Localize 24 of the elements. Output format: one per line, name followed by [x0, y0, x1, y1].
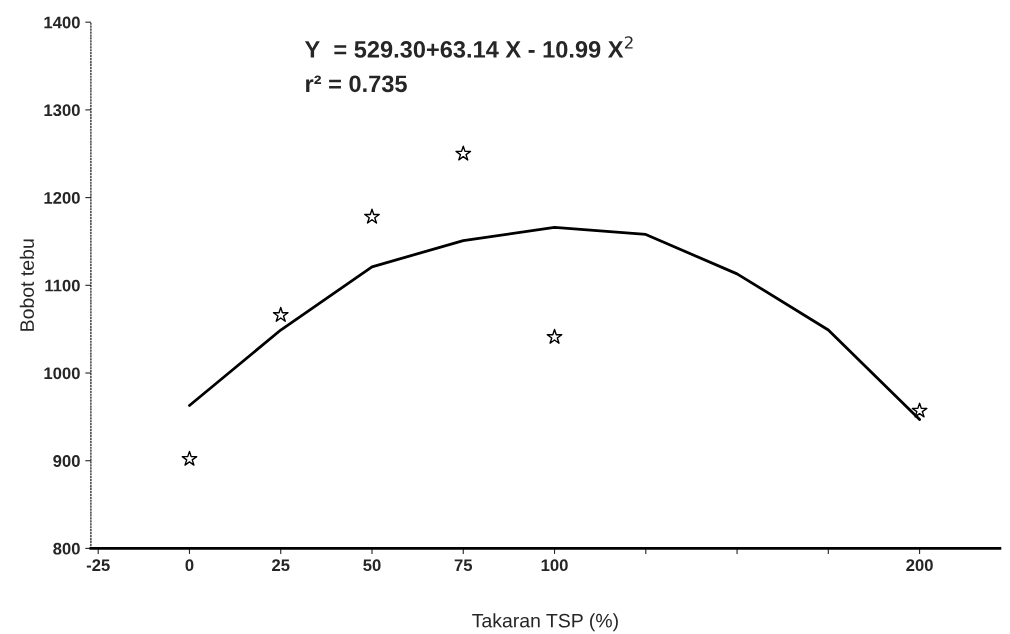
y-tick-label: 1400 — [44, 16, 80, 29]
point — [546, 328, 563, 344]
x-tick-label: 0 — [185, 559, 194, 572]
x-tick-label: 100 — [541, 559, 568, 572]
y-tick-label: 1100 — [45, 279, 80, 292]
point — [364, 208, 380, 224]
x-tick-label: 25 — [272, 559, 290, 572]
x-tick-label: 200 — [906, 559, 933, 572]
y-tick-label: 900 — [53, 455, 80, 467]
y-axis-title: Bobot tebu — [19, 239, 35, 331]
point — [911, 402, 928, 418]
point — [181, 450, 198, 466]
y-tick-label: 1300 — [44, 104, 80, 117]
annotation: r² = 0.735 — [306, 75, 407, 93]
point — [272, 306, 289, 322]
x-tick-label: -25 — [86, 559, 110, 572]
x-axis-title: Takaran TSP (%) — [472, 613, 618, 632]
x-tick-label: 50 — [363, 559, 381, 572]
annotation: Y = 529.30+63.14 X - 10.99 X$^{2}$ — [304, 36, 633, 58]
point — [455, 145, 472, 161]
x-tick-label: 75 — [454, 559, 473, 572]
y-tick-label: 800 — [53, 542, 80, 555]
y-tick-label: 1200 — [44, 192, 80, 204]
y-tick-label: 1000 — [44, 367, 80, 380]
